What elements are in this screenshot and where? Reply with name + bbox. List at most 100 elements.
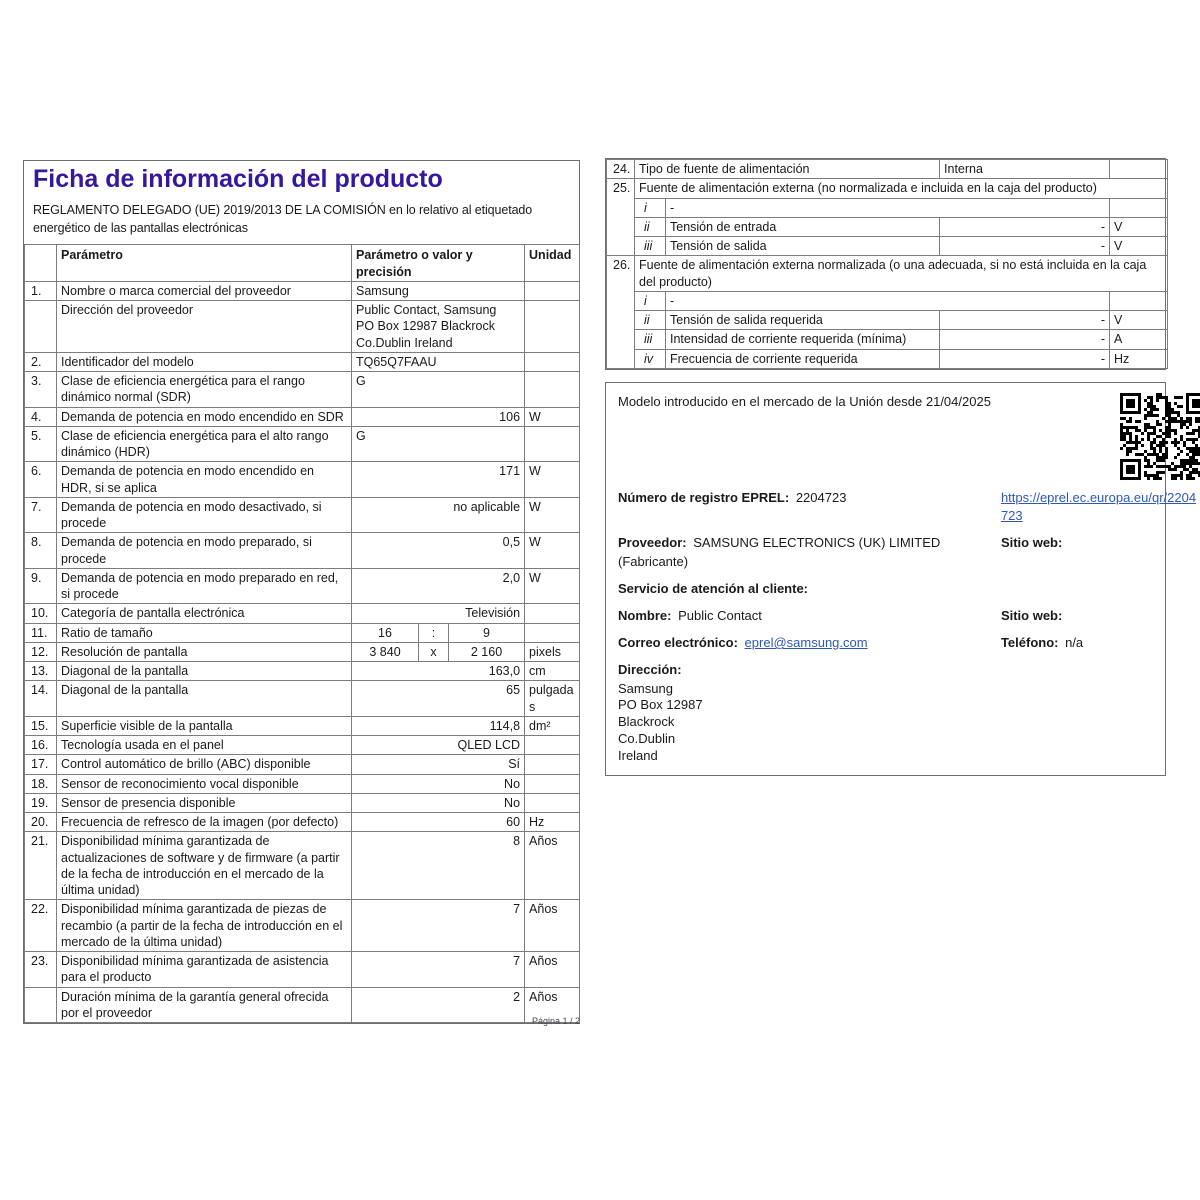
param-label: Control automático de brillo (ABC) dispo… [56, 754, 352, 775]
qr-code-container [1119, 393, 1200, 480]
product-table-row: 6. Demanda de potencia en modo encendido … [24, 461, 581, 498]
product-table-row: 21. Disponibilidad mínima garantizada de … [24, 831, 581, 901]
direccion-label: Dirección: [618, 662, 682, 678]
param-value: Televisión [350, 603, 526, 624]
servicio-label: Servicio de atención al cliente: [618, 580, 809, 596]
row-number: 12. [24, 641, 57, 663]
unit-label: Años [524, 951, 581, 988]
product-table-row: 17. Control automático de brillo (ABC) di… [24, 754, 581, 775]
header-parametro: Parámetro [56, 244, 352, 282]
eprel-registration-line: Número de registro EPREL: 2204723 [618, 489, 991, 525]
unit-label [524, 754, 581, 775]
product-table-row: 5. Clase de eficiencia energética para el… [24, 425, 581, 463]
row-number: 18. [24, 773, 57, 794]
unit-label: Hz [524, 811, 581, 833]
row-number: 13. [24, 660, 57, 682]
param-value: - [939, 329, 1111, 350]
group-label: Fuente de alimentación externa (no norma… [633, 178, 1169, 199]
param-label: Frecuencia de refresco de la imagen (por… [56, 811, 352, 833]
unit-label: W [524, 496, 581, 534]
unit-label [524, 603, 581, 624]
param-label: Nombre o marca comercial del proveedor [56, 280, 352, 302]
row-number: 2. [24, 351, 57, 373]
param-value: No [350, 792, 526, 814]
param-value: 114,8 [350, 715, 526, 737]
row-number: 3. [24, 371, 57, 408]
product-table-row: Duración mínima de la garantía general o… [24, 986, 581, 1023]
row-number: 15. [24, 715, 57, 737]
param-value: - [939, 235, 1111, 257]
param-label: Duración mínima de la garantía general o… [56, 986, 352, 1023]
eprel-label: Número de registro EPREL: [618, 490, 790, 505]
header-valor: Parámetro o valor y precisión [350, 244, 526, 282]
product-info-panel: Ficha de información del producto REGLAM… [23, 160, 581, 1024]
product-table-row: 1. Nombre o marca comercial del proveedor… [24, 280, 581, 302]
param-value: Sí [350, 754, 526, 775]
power-supply-table: 24. Tipo de fuente de alimentación Interna… [606, 158, 1169, 369]
product-table-row: 3. Clase de eficiencia energética para el… [24, 371, 581, 408]
sitio-web-line: Sitio web: [1001, 534, 1200, 570]
row-number: 5. [24, 425, 57, 463]
param-value: G [350, 425, 526, 463]
power-supply-panel: 24. Tipo de fuente de alimentación Interna… [605, 158, 1169, 370]
product-table-row: 4. Demanda de potencia en modo encendido … [24, 406, 581, 427]
param-value: no aplicable [350, 496, 526, 534]
direccion-block: Dirección: Samsung PO Box 12987 Blackroc… [618, 661, 991, 765]
power-table-subrow: i- [607, 290, 1169, 312]
unit-label [524, 734, 581, 756]
unit-label: A [1109, 329, 1169, 350]
email-link[interactable]: eprel@samsung.com [744, 635, 868, 651]
unit-label: Años [524, 831, 581, 901]
unit-label: W [524, 567, 581, 605]
row-number: 16. [24, 734, 57, 756]
qr-code-icon [1119, 393, 1200, 480]
unit-label: V [1109, 216, 1169, 238]
nombre-value: Public Contact [678, 607, 762, 623]
row-number: 10. [24, 603, 57, 624]
param-label: Demanda de potencia en modo preparado, s… [56, 532, 352, 569]
product-table-row: 13. Diagonal de la pantalla 163,0 cm [24, 660, 581, 682]
row-number: 25. [606, 178, 635, 257]
param-label: Ratio de tamaño [56, 622, 352, 643]
param-value-part: 9 [447, 622, 526, 643]
row-number: 17. [24, 754, 57, 775]
page-number: Página 1 / 2 [531, 1016, 580, 1026]
param-value: 60 [350, 811, 526, 833]
param-label: Demanda de potencia en modo encendido en… [56, 461, 352, 498]
param-label: Tecnología usada en el panel [56, 734, 352, 756]
row-number: 24. [606, 158, 635, 180]
param-label: Demanda de potencia en modo desactivado,… [56, 496, 352, 534]
power-table-group-row: 25. Fuente de alimentación externa (no no… [606, 178, 1169, 257]
param-value: QLED LCD [350, 734, 526, 756]
telefono-value: n/a [1065, 635, 1084, 651]
param-value: 8 [350, 831, 526, 901]
power-table-subrow: ii Tensión de entrada - V [607, 216, 1169, 238]
param-value: - [939, 216, 1111, 238]
nombre-label: Nombre: [618, 607, 672, 623]
param-label: Resolución de pantalla [56, 641, 352, 663]
param-label: Demanda de potencia en modo preparado en… [56, 567, 352, 605]
row-number: 6. [24, 461, 57, 498]
eprel-qr-link[interactable]: https://eprel.ec.europa.eu/qr/2204723 [1000, 490, 1197, 524]
product-table-row: 14. Diagonal de la pantalla 65 pulgadas [24, 680, 581, 717]
correo-label: Correo electrónico: [618, 635, 738, 651]
table-header-row: Parámetro Parámetro o valor y precisión … [24, 244, 581, 282]
unit-label: W [524, 532, 581, 569]
param-label: Tensión de entrada [664, 216, 941, 238]
subrow-numeral: ii [634, 309, 666, 331]
unit-label: V [1109, 235, 1169, 257]
servicio-atencion-line: Servicio de atención al cliente: [618, 580, 991, 598]
product-table-row: 20. Frecuencia de refresco de la imagen (… [24, 811, 581, 833]
unit-label: cm [524, 660, 581, 682]
unit-label [1109, 290, 1169, 312]
param-value: 7 [350, 951, 526, 988]
unit-label [524, 351, 581, 373]
param-label: Tensión de salida [664, 235, 941, 257]
product-table-row: 23. Disponibilidad mínima garantizada de … [24, 951, 581, 988]
row-number: 7. [24, 496, 57, 534]
value-separator: x [418, 641, 449, 663]
param-label: Tipo de fuente de alimentación [633, 158, 941, 180]
unit-label: V [1109, 309, 1169, 331]
param-value: 7 [350, 899, 526, 952]
param-label: Identificador del modelo [56, 351, 352, 373]
